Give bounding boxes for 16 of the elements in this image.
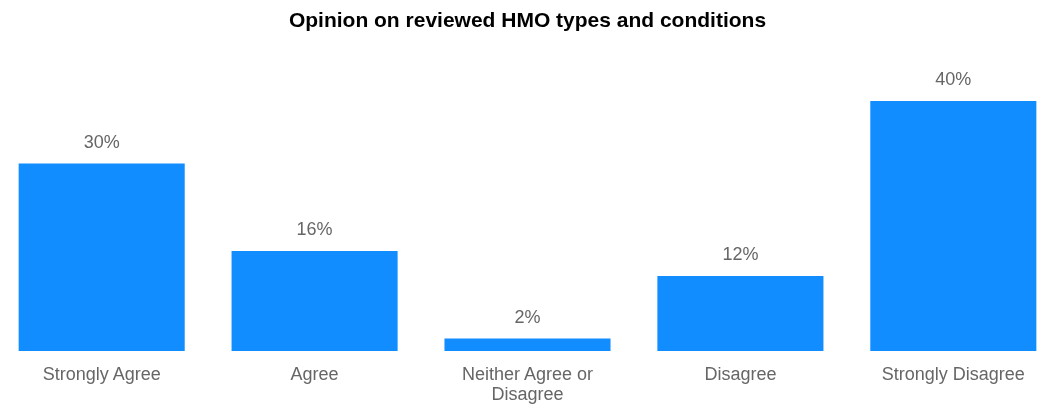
data-label: 12% [722, 244, 759, 264]
bar [231, 251, 398, 351]
bar [657, 276, 824, 351]
bar [444, 338, 611, 351]
data-label: 2% [514, 306, 541, 327]
x-tick-label: Strongly Agree [42, 363, 161, 384]
bar [870, 101, 1037, 351]
x-tick-label: Disagree [704, 363, 777, 384]
x-tick-label: Strongly Disagree [881, 363, 1025, 384]
data-label: 16% [296, 219, 333, 239]
chart-title: Opinion on reviewed HMO types and conditions [288, 8, 767, 31]
x-tick-label: Agree [290, 363, 339, 384]
bar [18, 163, 185, 351]
data-label: 30% [83, 131, 120, 152]
x-tick-label: Neither Agree or Disagree [461, 363, 594, 404]
data-label: 40% [935, 69, 972, 89]
